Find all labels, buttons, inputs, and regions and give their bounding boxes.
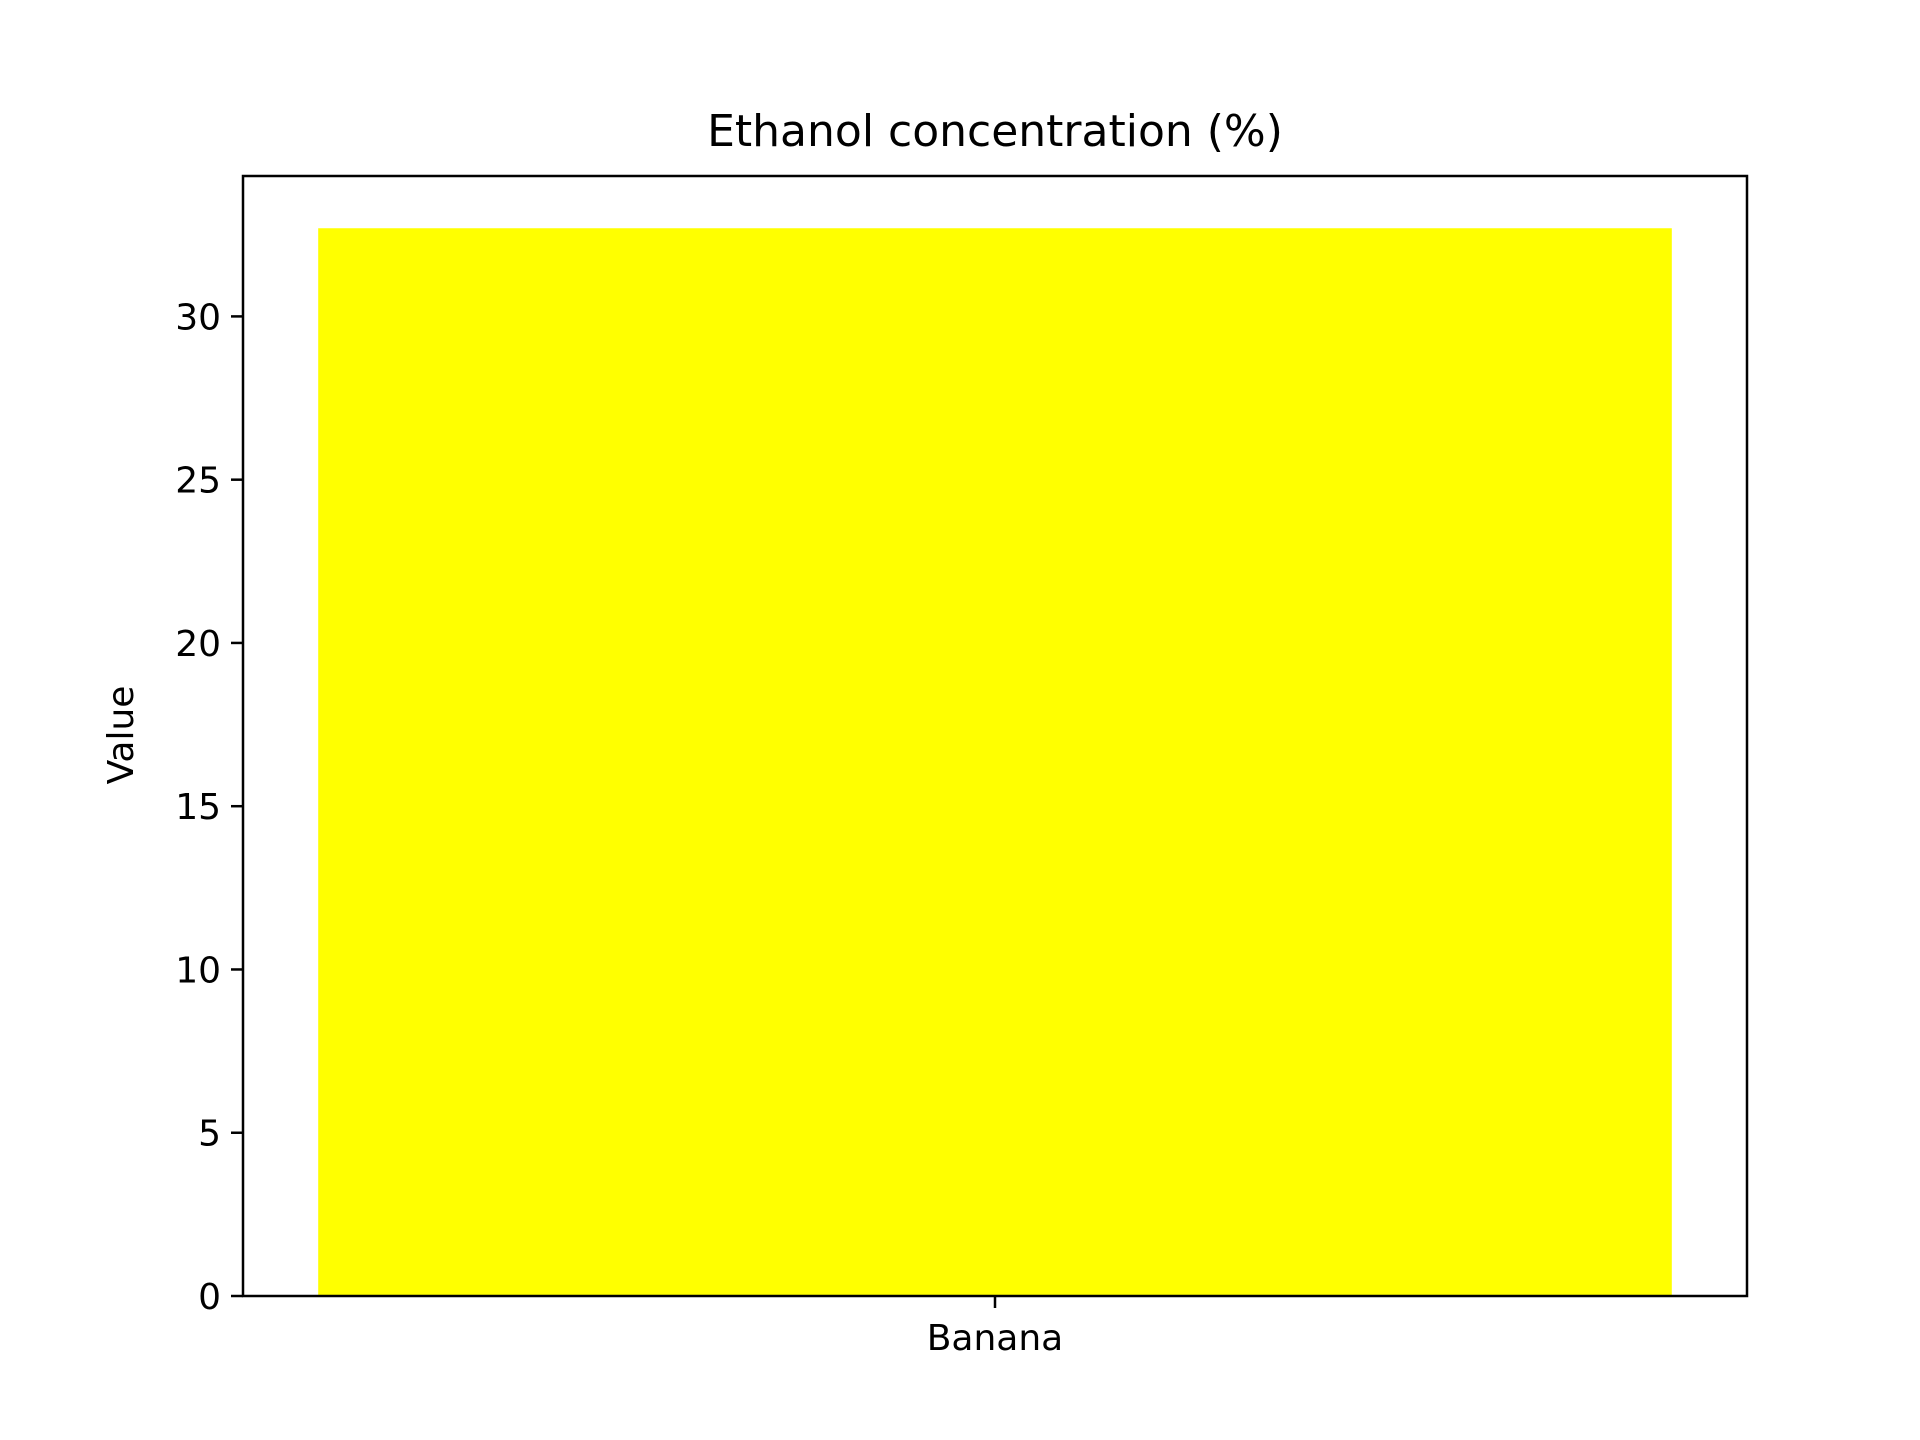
y-tick-label: 10	[175, 950, 221, 991]
y-axis: 0 5 10 15 20 25 30	[175, 297, 243, 1318]
chart-title: Ethanol concentration (%)	[707, 106, 1283, 157]
y-tick-label: 5	[198, 1114, 221, 1155]
y-tick-label: 15	[175, 787, 221, 828]
y-tick-label: 20	[175, 624, 221, 665]
x-axis: Banana	[927, 1296, 1064, 1359]
y-tick-label: 0	[198, 1277, 221, 1318]
bar-banana	[318, 228, 1672, 1297]
bar-group	[318, 228, 1672, 1297]
y-tick-label: 25	[175, 461, 221, 502]
x-tick-label: Banana	[927, 1318, 1064, 1359]
axes-frame	[241, 174, 1749, 1298]
y-tick-label: 30	[175, 297, 221, 338]
y-axis-label: Value	[101, 686, 142, 785]
